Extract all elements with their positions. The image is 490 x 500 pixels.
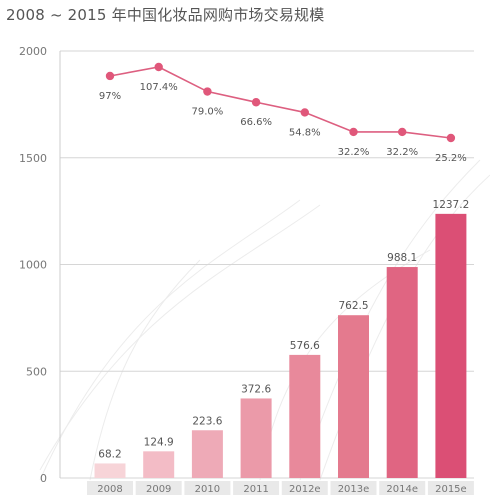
- x-tick-label: 2010: [195, 484, 220, 495]
- growth-point: [251, 98, 261, 107]
- x-tick-label: 2009: [146, 484, 171, 495]
- category-band: [427, 481, 474, 495]
- background-curve: [39, 204, 321, 471]
- growth-point: [154, 62, 163, 72]
- bar-value-label: 1237.2: [433, 199, 470, 211]
- bar: [143, 451, 175, 478]
- bar: [240, 398, 272, 478]
- y-tick-label: 1000: [19, 259, 47, 272]
- chart-title: 2008 ~ 2015 年中国化妆品网购市场交易规模: [6, 6, 325, 24]
- bar-value-label: 372.6: [241, 383, 271, 395]
- bar: [386, 267, 418, 478]
- growth-point: [203, 87, 212, 96]
- x-tick-label: 2015e: [435, 484, 467, 495]
- growth-rate-label: 97%: [99, 91, 121, 102]
- y-tick-label: 0: [40, 472, 47, 485]
- category-band: [330, 481, 377, 495]
- category-band: [281, 481, 328, 495]
- bar: [289, 354, 321, 478]
- y-tick-label: 2000: [19, 45, 47, 58]
- growth-point: [349, 127, 358, 137]
- growth-line: [109, 66, 451, 139]
- bar: [338, 315, 369, 478]
- x-tick-label: 2014e: [386, 484, 418, 495]
- category-band: [87, 481, 133, 495]
- bar: [94, 463, 126, 478]
- y-tick-label: 1500: [19, 152, 47, 165]
- x-tick-label: 2011: [243, 484, 268, 495]
- x-tick-label: 2008: [97, 484, 122, 495]
- growth-point: [105, 71, 115, 81]
- growth-point: [446, 133, 456, 143]
- category-band: [233, 481, 280, 495]
- bar-value-label: 762.5: [338, 300, 368, 312]
- bar: [435, 213, 467, 479]
- x-tick-label: 2013e: [338, 484, 370, 495]
- bar-value-label: 223.6: [192, 415, 222, 427]
- growth-rate-label: 79.0%: [192, 107, 224, 118]
- growth-point: [300, 108, 309, 117]
- bar-value-label: 124.9: [144, 436, 174, 448]
- growth-point: [398, 127, 407, 137]
- growth-rate-label: 32.2%: [386, 147, 418, 158]
- growth-rate-label: 54.8%: [289, 127, 321, 138]
- bar-value-label: 68.2: [98, 448, 121, 460]
- background-curve: [39, 199, 301, 481]
- growth-rate-label: 107.4%: [140, 82, 178, 93]
- bar-value-label: 576.6: [290, 340, 320, 352]
- x-tick-label: 2012e: [289, 484, 321, 495]
- category-band: [135, 481, 182, 495]
- category-band: [379, 481, 426, 495]
- growth-rate-label: 25.2%: [435, 153, 467, 164]
- bar-value-label: 988.1: [387, 252, 417, 264]
- background-curve: [89, 259, 201, 481]
- growth-rate-label: 32.2%: [338, 147, 370, 158]
- category-band: [184, 481, 231, 495]
- growth-rate-label: 66.6%: [240, 117, 272, 128]
- bar: [191, 430, 223, 478]
- y-tick-label: 500: [26, 365, 47, 378]
